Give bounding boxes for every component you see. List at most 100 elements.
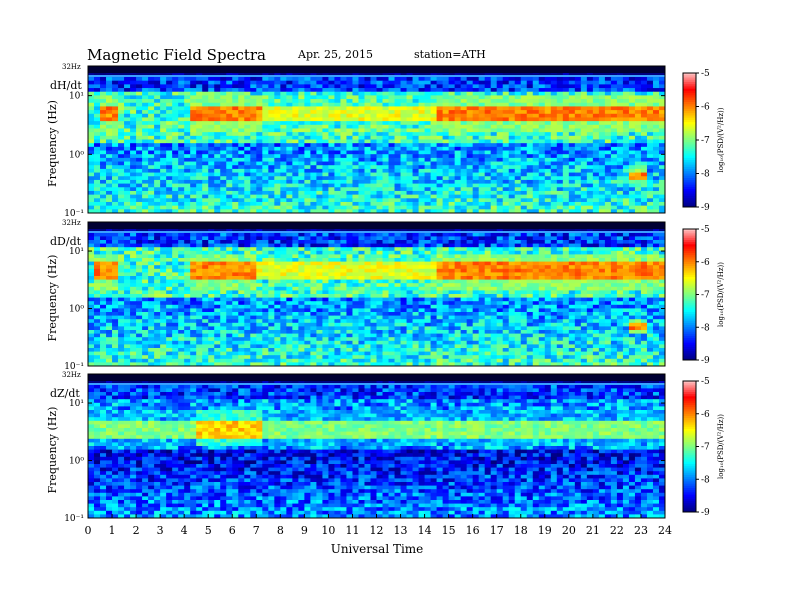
cell [539,158,545,162]
cell [190,202,196,206]
cell [491,165,497,169]
cell [623,140,629,144]
cell [232,95,238,99]
cell [370,254,376,258]
cell [647,143,653,147]
cell [364,81,370,85]
cell [136,162,142,166]
cell [100,191,106,195]
cell [358,84,364,88]
cell [118,254,124,258]
cell [160,117,166,121]
cell [533,187,539,191]
cell [316,77,322,81]
cell [196,165,202,169]
cell [292,147,298,151]
cell [310,103,316,107]
cell [256,244,262,248]
cell [605,202,611,206]
cell [599,136,605,140]
cell [587,110,593,114]
cell [419,117,425,121]
cell [334,233,340,237]
cell [437,195,443,199]
cell [292,99,298,103]
cell [190,81,196,85]
cell [154,143,160,147]
cell [100,140,106,144]
cell [268,184,274,188]
cell [413,233,419,237]
cell [202,110,208,114]
cell [106,206,112,210]
cell [136,84,142,88]
cell [521,95,527,99]
cell [443,125,449,129]
cell [527,173,533,177]
cell [172,198,178,202]
cell [455,176,461,180]
cell [262,258,268,262]
cell [491,247,497,251]
cell [352,84,358,88]
cell [154,125,160,129]
cell [569,251,575,255]
cell [154,103,160,107]
y-axis-label: Frequency (Hz) [46,100,59,187]
cell [88,254,94,258]
cell [94,176,100,180]
cell [142,117,148,121]
cell [172,251,178,255]
cell [557,165,563,169]
cell [389,92,395,96]
cell [316,247,322,251]
cell [328,165,334,169]
cell [581,244,587,248]
cell [575,258,581,262]
cell [160,206,166,210]
cell [527,258,533,262]
cell [232,165,238,169]
cell [599,158,605,162]
cell [575,88,581,92]
cell [340,254,346,258]
cell [316,191,322,195]
cell [280,202,286,206]
cell [274,187,280,191]
cell [629,236,635,240]
cell [280,191,286,195]
cell [208,184,214,188]
cell [527,206,533,210]
cell [599,77,605,81]
cell [503,132,509,136]
cell [419,258,425,262]
cell [106,125,112,129]
cell [160,110,166,114]
cell [346,106,352,110]
cell [401,165,407,169]
cell [605,254,611,258]
cell [112,176,118,180]
cell [413,184,419,188]
cell [328,121,334,125]
cell [208,106,214,110]
cell [491,81,497,85]
cell [274,154,280,158]
cell [515,121,521,125]
cell [551,84,557,88]
cell [190,143,196,147]
cell [497,99,503,103]
cell [286,236,292,240]
cell [647,88,653,92]
cell [148,106,154,110]
colorbar-step [683,196,696,199]
cell [497,202,503,206]
cell [196,176,202,180]
cell [641,195,647,199]
cell [118,251,124,255]
cell [298,110,304,114]
cell [190,162,196,166]
cell [172,92,178,96]
cell [455,106,461,110]
cell [274,77,280,81]
